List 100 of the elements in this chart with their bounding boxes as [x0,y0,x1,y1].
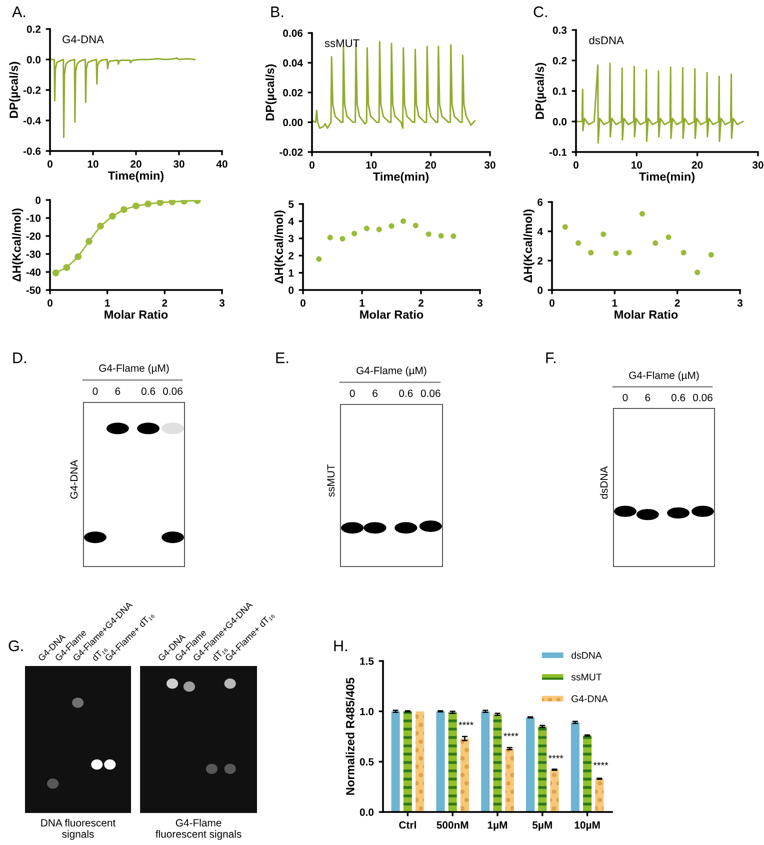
point [74,253,82,260]
y-tick-label: -30 [26,250,41,258]
line-series [50,57,196,138]
x-tick-label: 0 [48,160,52,168]
line-series [312,41,476,129]
y-tick-label: 0.5 [360,758,374,766]
text: G4-Flame (µM) [356,366,426,376]
x-tick-label: 0 [310,161,314,169]
line-series [576,62,744,144]
y-axis-title: Normalized R485/405 [346,678,354,795]
text: ssMUT [327,464,335,497]
y-axis-title: ΔH(Kcal/mol) [523,210,534,283]
point [86,238,92,245]
x-tick-label: 2 [674,299,680,307]
x-axis-title: Time(min) [373,172,429,184]
y-axis-title: DP(µcal/s) [265,64,276,120]
text: 6 [645,394,650,402]
text: 6 [115,388,120,395]
text: 0.06 [693,394,712,402]
y-axis-title: DP(µcal/s) [535,62,546,119]
point [364,226,370,232]
y-tick-label: -40 [26,268,41,276]
x-tick-label: 5µM [532,821,552,831]
x-axis-title: Time(min) [108,171,164,182]
text: F. [546,352,556,364]
y-tick-label: 0 [538,286,543,294]
text: DNA fluorescent signals [41,818,116,840]
y-tick-label: 4 [537,228,543,236]
y-tick-label: 0 [36,196,41,204]
point [666,234,672,240]
point [109,212,116,220]
point [168,200,176,206]
x-axis-title: Molar Ratio [360,310,424,319]
text: 0.6 [399,390,413,398]
legend-label: dsDNA [572,652,602,659]
bar [460,738,469,812]
y-tick-label: 3 [288,234,294,242]
point [652,240,658,246]
x-tick-label: 30 [173,160,184,168]
y-tick-label: 0.2 [26,26,41,33]
bar [403,711,412,812]
point [156,200,164,206]
y-axis-title: ΔH(Kcal/mol) [274,210,286,284]
x-tick-label: 30 [484,161,496,169]
y-tick-label: 1 [288,269,294,277]
point [400,218,406,224]
point [450,233,456,239]
y-tick-label: -0.02 [280,148,303,156]
text: 0 [350,390,355,398]
annotation: **** [548,754,564,758]
x-tick-label: 1 [105,299,110,307]
text: G4-DNA [70,460,78,499]
y-tick-label: -0.6 [23,148,41,155]
x-tick-label: 3 [477,299,483,307]
x-tick-label: 1µM [488,821,508,831]
y-tick-label: -0.1 [549,148,567,156]
y-tick-label: 0.0 [552,118,567,126]
point [96,222,104,230]
y-tick-label: -0.4 [23,117,41,124]
point [316,256,322,262]
y-tick-label: 0 [288,286,294,294]
point [132,202,140,210]
point [576,240,582,246]
legend-label: ssMUT [571,674,602,680]
text: 0.06 [163,388,182,395]
text: E. [276,352,288,364]
point [680,250,686,256]
x-axis-title: Molar Ratio [104,310,168,319]
x-tick-label: 0 [574,161,578,169]
y-axis-title: ΔH(Kcal/mol) [12,208,24,282]
x-tick-label: 10µM [574,821,600,831]
point [120,206,128,214]
annotation: **** [504,732,518,736]
x-tick-label: 10 [366,161,377,169]
point [588,250,594,256]
annotation: **** [458,722,474,726]
point [613,250,619,256]
point [626,250,632,256]
bar [416,711,424,812]
text: G4-Flame fluorescent signals [156,818,242,840]
y-tick-label: 1.5 [360,658,374,665]
x-tick-label: Ctrl [399,821,416,829]
y-tick-label: 0.1 [552,88,567,95]
y-tick-label: 0.3 [552,26,567,34]
y-tick-label: -50 [26,286,41,294]
chart-title: A. [12,6,26,18]
text: 0.6 [141,388,156,395]
chart-title: C. [534,6,547,18]
annotation: dsDNA [589,36,624,44]
y-tick-label: 0.04 [283,59,303,67]
y-tick-label: -20 [26,232,41,240]
x-tick-label: 20 [130,160,142,168]
bar [436,711,445,812]
bar [595,778,604,812]
text: 0.06 [420,390,440,398]
x-axis-title: Molar Ratio [614,310,678,319]
y-tick-label: 0.02 [283,89,303,96]
text: 0 [92,388,98,395]
x-tick-label: 3 [219,299,225,307]
y-tick-label: 0.0 [26,56,41,64]
